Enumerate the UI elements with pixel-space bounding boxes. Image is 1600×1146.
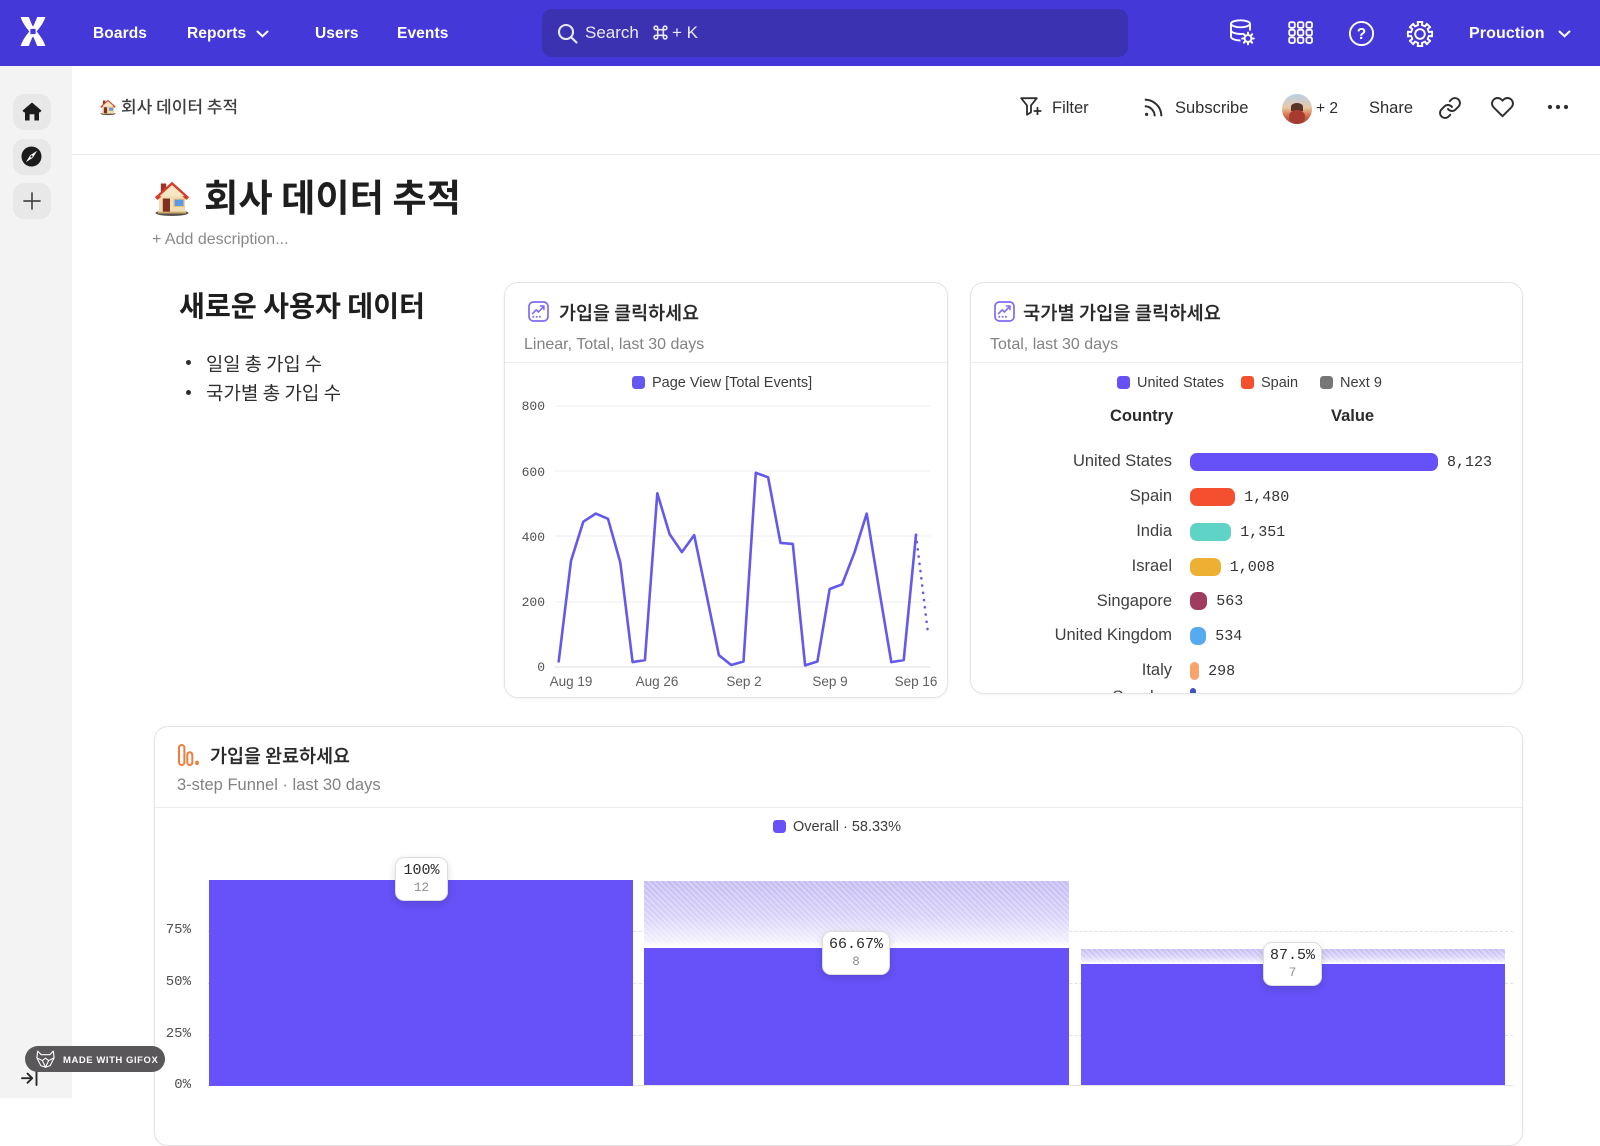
- svg-text:0: 0: [537, 660, 545, 675]
- svg-text:Sep 9: Sep 9: [812, 674, 847, 689]
- svg-text:?: ?: [1357, 26, 1366, 43]
- svg-text:Sep 2: Sep 2: [726, 674, 761, 689]
- svg-text:600: 600: [522, 465, 545, 480]
- svg-text:Aug 19: Aug 19: [550, 674, 593, 689]
- svg-text:800: 800: [522, 399, 545, 414]
- svg-text:Aug 26: Aug 26: [636, 674, 679, 689]
- svg-text:Sep 16: Sep 16: [895, 674, 938, 689]
- svg-text:400: 400: [522, 530, 545, 545]
- svg-text:200: 200: [522, 595, 545, 610]
